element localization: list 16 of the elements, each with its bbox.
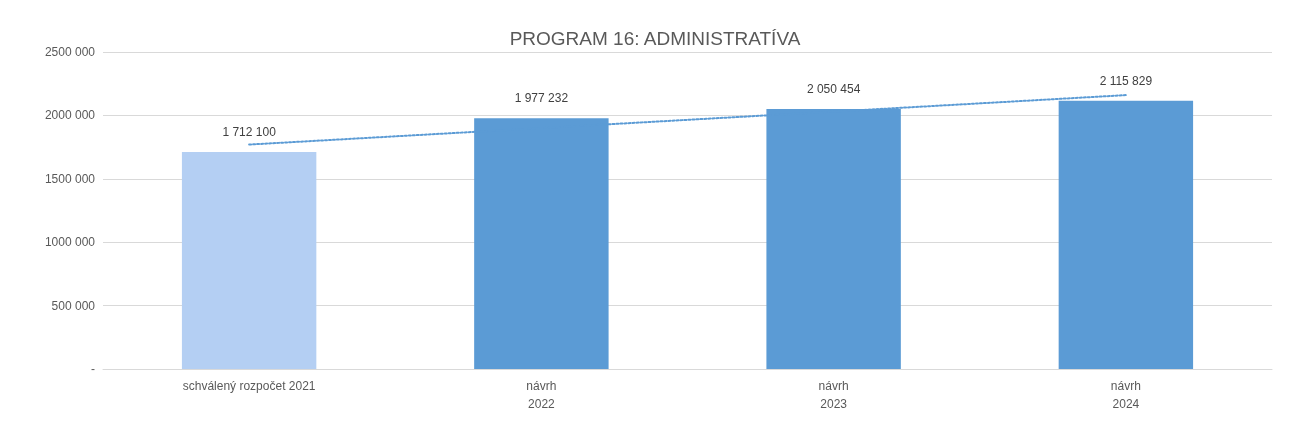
x-tick-label: návrh 2024 [1110,379,1141,411]
y-tick-label: - [91,362,95,376]
y-tick-label: 500 000 [51,298,96,313]
data-label: 1 977 232 [514,91,569,106]
data-label: 2 115 829 [1099,73,1153,88]
y-tick-label: 1000 000 [44,235,96,250]
y-tick-label: 2500 000 [44,45,96,59]
x-tick-label: návrh 2022 [526,379,557,411]
chart-title: PROGRAM 16: ADMINISTRATÍVA [509,28,801,49]
y-tick-label: 1500 000 [44,171,96,186]
bar [181,151,317,369]
y-tick-label: 2000 000 [44,108,96,123]
x-tick-label: návrh 2023 [818,379,849,411]
data-label: 1 712 100 [222,124,277,139]
x-tick-label: schválený rozpočet 2021 [182,379,316,393]
data-label: 2 050 454 [806,82,861,96]
